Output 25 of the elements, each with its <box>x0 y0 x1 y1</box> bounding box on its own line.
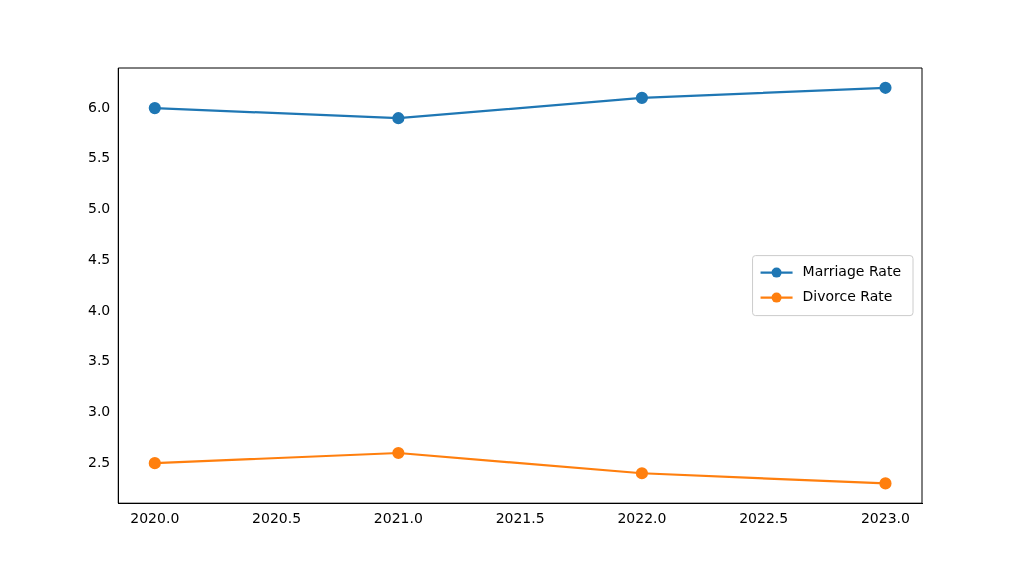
y-tick-label: 3.5 <box>88 352 111 369</box>
x-tick-label: 2022.5 <box>739 510 789 527</box>
x-tick-label: 2021.5 <box>495 510 545 527</box>
point <box>148 101 161 115</box>
legend-label: Divorce Rate <box>802 288 893 305</box>
y-tick-label: 4.0 <box>88 301 111 318</box>
x-tick-label: 2021.0 <box>373 510 423 527</box>
point <box>635 467 649 480</box>
x-tick-label: 2020.0 <box>130 510 180 527</box>
x-tick-label: 2020.5 <box>252 510 302 527</box>
y-tick-label: 6.0 <box>88 98 111 115</box>
point <box>879 477 892 490</box>
x-tick-label: 2022.0 <box>617 510 667 527</box>
point <box>392 112 405 125</box>
point <box>635 91 649 105</box>
y-tick-label: 3.0 <box>88 403 111 420</box>
legend-label: Marriage Rate <box>802 263 902 280</box>
y-tick-label: 5.5 <box>88 149 111 166</box>
y-tick-label: 5.0 <box>88 200 111 217</box>
y-tick-label: 4.5 <box>88 250 111 267</box>
point <box>879 81 892 94</box>
y-tick-label: 2.5 <box>88 453 111 470</box>
point <box>148 457 161 470</box>
x-tick-label: 2023.0 <box>860 510 910 527</box>
point <box>392 446 405 460</box>
